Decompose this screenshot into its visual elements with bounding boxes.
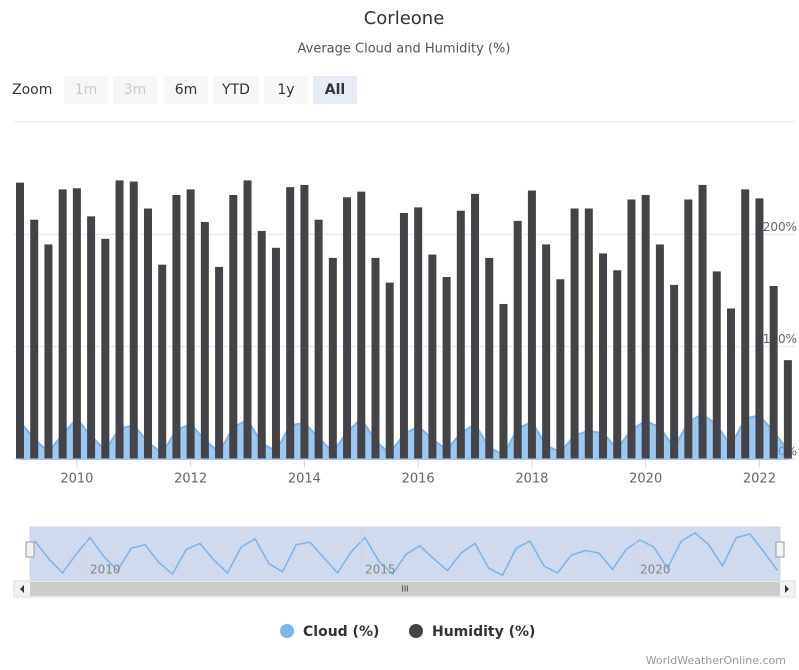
bar xyxy=(357,191,366,459)
bar xyxy=(385,282,394,459)
bar xyxy=(698,184,707,459)
bar xyxy=(456,210,465,459)
bar xyxy=(87,216,96,459)
credit: WorldWeatherOnline.com xyxy=(646,654,786,667)
x-tick-label: 2020 xyxy=(629,472,662,487)
bar xyxy=(613,270,622,459)
zoom-button-label: 6m xyxy=(175,82,198,98)
legend-label[interactable]: Humidity (%) xyxy=(432,624,535,640)
zoom-button-label: 3m xyxy=(124,82,147,98)
zoom-button[interactable] xyxy=(313,76,357,104)
bar xyxy=(72,188,81,459)
navigator-label: 2020 xyxy=(640,563,671,577)
bar xyxy=(300,184,309,459)
bar xyxy=(328,257,337,459)
scroll-left-arrow xyxy=(20,585,24,593)
zoom-button[interactable] xyxy=(214,76,258,104)
bar xyxy=(627,199,636,459)
plot xyxy=(16,180,792,460)
bar xyxy=(741,189,750,459)
bar xyxy=(485,257,494,459)
zoom-button[interactable] xyxy=(113,76,157,104)
x-tick-label: 2012 xyxy=(174,472,207,487)
bar xyxy=(229,195,238,459)
scrollbar-grip: III xyxy=(401,585,408,594)
x-tick-label: 2014 xyxy=(288,472,321,487)
bar xyxy=(641,195,650,459)
bar xyxy=(286,187,295,460)
navigator-line xyxy=(34,531,779,577)
bar xyxy=(414,207,423,459)
y-tick-label: 200% xyxy=(763,220,797,234)
zoom-button-label: YTD xyxy=(221,82,250,98)
chart-subtitle: Average Cloud and Humidity (%) xyxy=(298,42,511,57)
zoom-label: Zoom xyxy=(12,82,52,98)
navigator-bg xyxy=(29,526,781,581)
scrollbar-thumb[interactable] xyxy=(30,582,780,596)
bar xyxy=(499,303,508,459)
bar xyxy=(30,219,39,459)
y-tick-label: 100% xyxy=(763,332,797,346)
zoom-button-label: 1y xyxy=(277,82,294,98)
bar xyxy=(143,208,152,459)
bar xyxy=(684,199,693,459)
zoom-button[interactable] xyxy=(64,76,108,104)
bar xyxy=(101,238,110,459)
bar xyxy=(215,266,224,459)
bar xyxy=(442,277,451,459)
bar xyxy=(399,212,408,459)
x-tick-label: 2016 xyxy=(402,472,435,487)
bar xyxy=(243,180,252,459)
bar xyxy=(16,182,24,459)
bar xyxy=(712,271,721,459)
legend-label[interactable]: Cloud (%) xyxy=(303,624,379,640)
bar xyxy=(129,181,138,459)
bar xyxy=(314,219,323,459)
bar xyxy=(44,244,53,459)
navigator-label: 2015 xyxy=(365,563,396,577)
bar xyxy=(343,197,352,459)
bar xyxy=(570,208,579,459)
bar xyxy=(186,189,195,459)
zoom-button[interactable] xyxy=(264,76,308,104)
zoom-button-label: 1m xyxy=(75,82,98,98)
bar xyxy=(58,189,67,459)
bar xyxy=(172,195,181,459)
x-tick-label: 2022 xyxy=(743,472,776,487)
navigator-handle[interactable] xyxy=(25,541,35,558)
bar xyxy=(527,190,536,460)
legend-symbol xyxy=(280,624,294,638)
scroll-right-arrow xyxy=(785,585,789,593)
bar xyxy=(542,244,551,459)
bar xyxy=(556,279,565,459)
bar xyxy=(115,180,124,459)
bar xyxy=(371,257,380,459)
legend-symbol xyxy=(409,624,423,638)
bar xyxy=(670,284,679,459)
bar xyxy=(428,254,437,459)
x-tick-label: 2010 xyxy=(60,472,93,487)
bar xyxy=(755,198,764,460)
bar xyxy=(271,247,280,459)
bar xyxy=(200,221,209,459)
bar xyxy=(584,208,593,459)
zoom-button-label: All xyxy=(325,82,345,98)
navigator-label: 2010 xyxy=(90,563,121,577)
bar xyxy=(783,360,792,459)
zoom-button[interactable] xyxy=(164,76,208,104)
bar xyxy=(727,308,735,459)
bar xyxy=(257,230,266,459)
bar xyxy=(471,193,480,460)
bar xyxy=(513,220,522,459)
x-tick-label: 2018 xyxy=(515,472,548,487)
bar xyxy=(599,253,608,459)
bar xyxy=(769,286,778,459)
navigator-handle[interactable] xyxy=(775,541,785,558)
chart-title: Corleone xyxy=(364,8,445,29)
bar xyxy=(655,244,664,459)
bar xyxy=(158,264,167,459)
